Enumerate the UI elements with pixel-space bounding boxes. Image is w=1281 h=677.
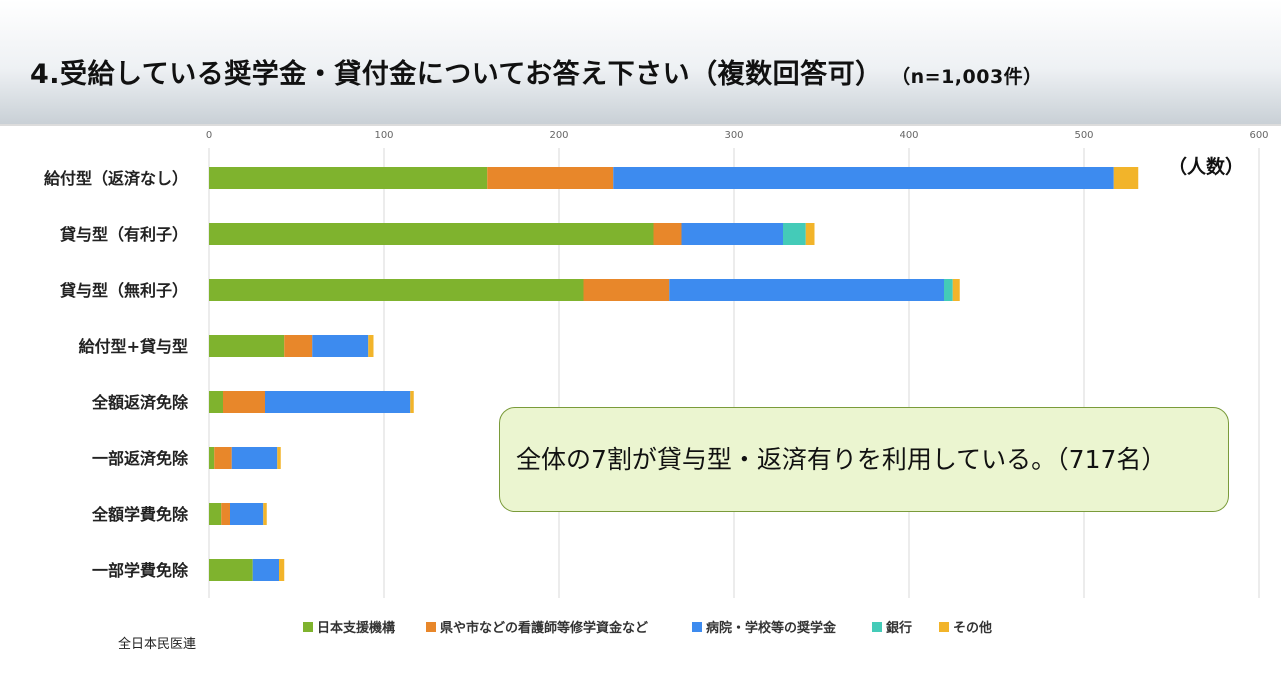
- source-label: 全日本民医連: [118, 637, 197, 652]
- category-label: 一部返済免除: [92, 449, 189, 468]
- bar-segment: [653, 223, 682, 245]
- bar-segment: [944, 279, 953, 301]
- legend: 日本支援機構 県や市などの看護師等修学資金など 病院・学校等の奨学金 銀行 その他: [303, 620, 992, 636]
- x-tick-label: 400: [899, 130, 918, 141]
- bar-segment: [312, 335, 369, 357]
- legend-swatch: [939, 622, 949, 632]
- bar-segment: [209, 559, 253, 581]
- bar-segment: [805, 223, 815, 245]
- category-label: 給付型（返済なし）: [44, 169, 188, 188]
- bar-segment: [410, 391, 414, 413]
- bar-segment: [209, 447, 215, 469]
- x-tick-label: 300: [724, 130, 743, 141]
- category-label: 全額学費免除: [91, 505, 189, 524]
- legend-label: 日本支援機構: [317, 620, 395, 636]
- legend-label: 病院・学校等の奨学金: [706, 620, 837, 636]
- category-label: 貸与型（無利子）: [59, 281, 188, 300]
- tick-layer: 0 100 200 300 400 500 600: [206, 130, 1269, 141]
- bar-segment: [952, 279, 960, 301]
- bar-segment: [209, 223, 654, 245]
- title-text: 4.受給している奨学金・貸付金についてお答え下さい（複数回答可）: [30, 59, 883, 90]
- legend-swatch: [692, 622, 702, 632]
- bar-layer: [209, 167, 1139, 581]
- bar-segment: [209, 503, 222, 525]
- callout-box: 全体の7割が貸与型・返済有りを利用している。（717名）: [499, 407, 1229, 512]
- bar-segment: [263, 503, 267, 525]
- bar-segment: [583, 279, 670, 301]
- legend-swatch: [303, 622, 313, 632]
- bar-segment: [368, 335, 374, 357]
- x-tick-label: 0: [206, 130, 212, 141]
- bar-segment: [613, 167, 1114, 189]
- bar-segment: [284, 335, 313, 357]
- bar-segment: [1113, 167, 1139, 189]
- bar-segment: [252, 559, 279, 581]
- bar-segment: [209, 335, 285, 357]
- legend-swatch: [426, 622, 436, 632]
- unit-label: （人数）: [1168, 155, 1244, 178]
- category-labels: 給付型（返済なし） 貸与型（有利子） 貸与型（無利子） 給付型+貸与型全額返済免除一部…: [44, 169, 189, 580]
- x-tick-label: 500: [1074, 130, 1093, 141]
- bar-segment: [223, 391, 265, 413]
- category-label: 一部学費免除: [92, 561, 189, 580]
- category-label: 全額返済免除: [91, 393, 189, 412]
- page-title: 4.受給している奨学金・貸付金についてお答え下さい（複数回答可） （n=1,003…: [30, 52, 1043, 91]
- grid-layer: [208, 148, 1260, 598]
- legend-label: その他: [953, 620, 992, 636]
- bar-segment: [681, 223, 783, 245]
- bar-segment: [279, 559, 285, 581]
- legend-swatch: [872, 622, 882, 632]
- bar-segment: [231, 447, 278, 469]
- legend-label: 銀行: [886, 620, 912, 636]
- sample-size: （n=1,003件）: [900, 66, 1043, 88]
- x-tick-label: 600: [1249, 130, 1268, 141]
- x-tick-label: 100: [374, 130, 393, 141]
- category-label: 給付型+貸与型: [79, 337, 188, 356]
- bar-segment: [214, 447, 232, 469]
- bar-segment: [221, 503, 230, 525]
- bar-segment: [265, 391, 411, 413]
- bar-segment: [487, 167, 614, 189]
- bar-segment: [783, 223, 806, 245]
- bar-segment: [209, 167, 488, 189]
- title-banner: 4.受給している奨学金・貸付金についてお答え下さい（複数回答可） （n=1,003…: [0, 0, 1281, 126]
- legend-label: 県や市などの看護師等修学資金など: [440, 620, 648, 636]
- bar-segment: [209, 279, 584, 301]
- category-label: 貸与型（有利子）: [59, 225, 188, 244]
- bar-segment: [669, 279, 944, 301]
- bar-segment: [209, 391, 223, 413]
- bar-segment: [277, 447, 281, 469]
- callout-text: 全体の7割が貸与型・返済有りを利用している。（717名）: [516, 445, 1167, 474]
- x-tick-label: 200: [549, 130, 568, 141]
- bar-segment: [230, 503, 264, 525]
